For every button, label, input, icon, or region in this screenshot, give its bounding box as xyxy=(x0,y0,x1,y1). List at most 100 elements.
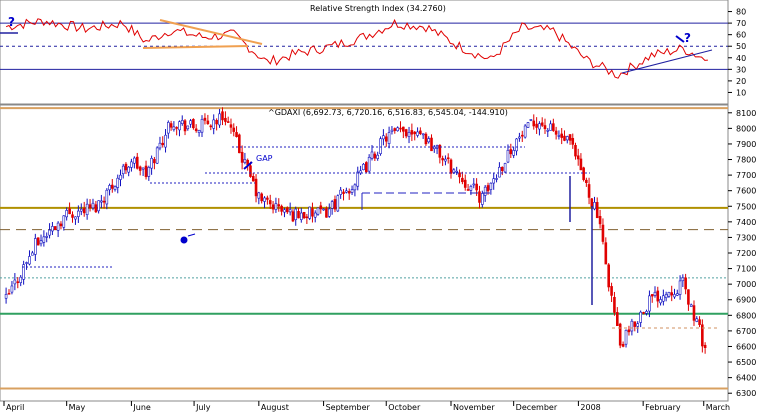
candle-body xyxy=(333,199,337,210)
price-ytick-label: 7300 xyxy=(736,233,756,242)
candle-body xyxy=(113,186,117,190)
candle-body xyxy=(150,158,153,169)
candle-body xyxy=(698,319,701,325)
candle-body xyxy=(370,151,374,159)
candle-body xyxy=(630,320,634,332)
candle-body xyxy=(540,122,544,126)
x-axis: April May June July August September October No… xyxy=(0,400,730,412)
candle-body xyxy=(68,208,71,215)
candle-body xyxy=(495,178,498,180)
candle-body xyxy=(263,197,266,202)
question-mark-right: ? xyxy=(684,31,691,45)
candle-body xyxy=(221,111,224,121)
candle-body xyxy=(636,323,640,327)
candle-body xyxy=(277,204,281,207)
candle-body xyxy=(268,200,272,205)
candle-body xyxy=(327,208,331,217)
candle-body xyxy=(77,210,80,217)
candle-body xyxy=(489,182,493,190)
candle-body xyxy=(587,184,591,198)
x-tick-label: 2008 xyxy=(580,403,600,412)
candle-body xyxy=(308,206,311,219)
price-ytick-label: 8100 xyxy=(736,109,756,118)
candle-body xyxy=(62,215,66,228)
candle-body xyxy=(446,157,450,160)
candle-body xyxy=(254,178,258,197)
price-ytick-label: 6300 xyxy=(736,389,756,398)
candle-body xyxy=(79,208,83,212)
candle-body xyxy=(325,208,328,218)
candle-body xyxy=(486,185,490,192)
candle-body xyxy=(565,136,569,141)
price-ytick-label: 8000 xyxy=(736,124,756,133)
candle-body xyxy=(229,124,233,128)
candle-body xyxy=(356,171,360,187)
price-frame xyxy=(0,104,729,402)
candle-body xyxy=(39,240,43,245)
candle-body xyxy=(642,312,645,314)
candle-body xyxy=(538,123,541,130)
candle-body xyxy=(203,117,207,121)
candle-body xyxy=(347,191,351,194)
candle-body xyxy=(34,238,37,255)
candle-body xyxy=(224,117,227,122)
rsi-orange-trendline xyxy=(159,19,263,45)
candle-body xyxy=(382,135,385,140)
candle-body xyxy=(673,294,676,298)
price-ytick-label: 6700 xyxy=(736,327,756,336)
candle-body xyxy=(82,208,86,214)
candle-body xyxy=(189,120,192,125)
candle-body xyxy=(692,305,696,321)
rsi-line xyxy=(5,18,708,79)
candle-body xyxy=(108,185,111,191)
candle-body xyxy=(492,178,496,184)
candle-body xyxy=(97,200,100,212)
candle-body xyxy=(458,172,461,178)
candle-body xyxy=(616,312,619,327)
candle-body xyxy=(503,163,507,173)
x-tick-label: May xyxy=(69,403,86,412)
price-title: ^GDAXI (6,692.73, 6,720.16, 6,516.83, 6,… xyxy=(268,108,508,117)
candle-body xyxy=(681,277,685,282)
candle-body xyxy=(110,184,114,189)
candle-body xyxy=(105,189,109,205)
candle-body xyxy=(618,323,622,346)
candle-body xyxy=(135,156,139,169)
candle-body xyxy=(529,119,533,121)
price-ytick-label: 7200 xyxy=(736,249,756,258)
candle-body xyxy=(336,195,340,212)
candle-body xyxy=(621,344,625,347)
price-ytick-label: 6600 xyxy=(736,342,756,351)
candle-body xyxy=(19,276,23,283)
candle-body xyxy=(25,262,28,264)
candle-body xyxy=(384,136,388,142)
candle-body xyxy=(339,189,342,195)
candle-body xyxy=(579,158,583,171)
candle-body xyxy=(598,216,602,225)
candle-body xyxy=(701,324,704,347)
candle-body xyxy=(10,285,14,293)
candle-body xyxy=(650,294,654,297)
candle-body xyxy=(180,120,184,124)
candle-body xyxy=(124,163,128,171)
x-tick-label: June xyxy=(132,403,151,412)
candle-body xyxy=(36,237,40,246)
candle-body xyxy=(183,120,187,132)
x-tick-label: February xyxy=(645,403,681,412)
candle-body xyxy=(359,170,362,174)
candle-body xyxy=(218,113,221,126)
candle-body xyxy=(543,125,547,130)
candle-body xyxy=(455,170,458,173)
candle-body xyxy=(421,133,425,136)
candle-body xyxy=(16,281,20,284)
candle-body xyxy=(419,130,422,135)
candle-body xyxy=(607,264,610,288)
candle-body xyxy=(22,264,25,280)
candle-body xyxy=(186,125,190,130)
candle-body xyxy=(311,208,314,217)
candle-body xyxy=(610,286,613,296)
candle-body xyxy=(365,162,368,173)
x-tick-label: September xyxy=(326,403,371,412)
candle-body xyxy=(367,156,371,172)
